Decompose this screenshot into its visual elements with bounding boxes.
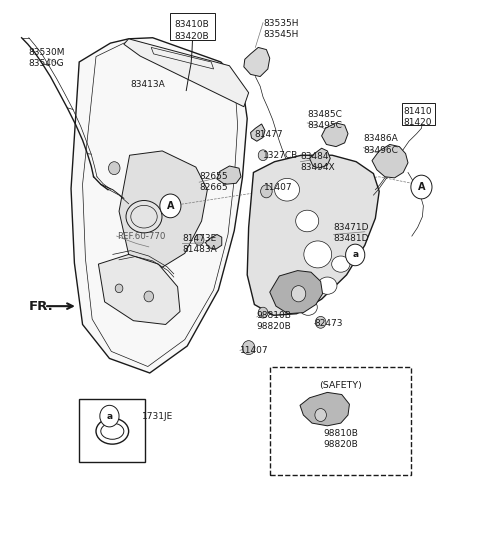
Text: REF.60-770: REF.60-770 <box>117 232 165 240</box>
Circle shape <box>100 405 119 427</box>
Text: 83484
83494X: 83484 83494X <box>300 151 335 172</box>
Text: 83530M
83540G: 83530M 83540G <box>29 48 65 68</box>
Ellipse shape <box>332 256 350 272</box>
Text: 81477: 81477 <box>254 130 283 139</box>
Bar <box>270 367 411 475</box>
Polygon shape <box>372 144 408 178</box>
Text: 82655
82665: 82655 82665 <box>199 172 228 192</box>
Text: 83485C
83495C: 83485C 83495C <box>307 109 342 130</box>
Circle shape <box>411 175 432 199</box>
Circle shape <box>194 234 204 245</box>
Text: 83410B
83420B: 83410B 83420B <box>175 20 209 40</box>
Polygon shape <box>119 151 207 275</box>
Text: a: a <box>107 412 112 420</box>
Circle shape <box>144 291 154 302</box>
Text: 81410
81420: 81410 81420 <box>403 107 432 127</box>
Text: 98810B
98820B: 98810B 98820B <box>257 310 292 331</box>
Circle shape <box>291 286 306 302</box>
Text: 83486A
83496C: 83486A 83496C <box>363 134 398 155</box>
Ellipse shape <box>101 423 124 439</box>
Text: a: a <box>352 251 358 259</box>
Polygon shape <box>310 148 330 168</box>
Text: 11407: 11407 <box>264 183 293 192</box>
Ellipse shape <box>299 299 317 315</box>
Circle shape <box>315 409 326 421</box>
Polygon shape <box>244 47 270 77</box>
Text: 1731JE: 1731JE <box>142 412 173 420</box>
Polygon shape <box>247 155 379 315</box>
Text: 81473E
81483A: 81473E 81483A <box>182 233 217 254</box>
Polygon shape <box>71 38 247 373</box>
Ellipse shape <box>126 201 162 233</box>
Circle shape <box>261 185 272 198</box>
Text: 1327CB: 1327CB <box>263 151 298 160</box>
Circle shape <box>115 284 123 293</box>
Text: A: A <box>418 182 425 192</box>
Polygon shape <box>205 234 222 249</box>
Text: FR.: FR. <box>29 300 54 313</box>
Circle shape <box>315 316 326 328</box>
Text: 98810B
98820B: 98810B 98820B <box>324 429 358 450</box>
Bar <box>79 399 145 462</box>
Bar <box>170 13 215 40</box>
Text: (SAFETY): (SAFETY) <box>319 381 362 390</box>
Text: 83413A: 83413A <box>131 80 165 89</box>
Text: 82473: 82473 <box>314 319 343 328</box>
Polygon shape <box>300 392 349 426</box>
Circle shape <box>258 150 268 161</box>
Polygon shape <box>251 124 265 141</box>
Bar <box>402 103 435 125</box>
Polygon shape <box>98 254 180 324</box>
Text: 83471D
83481D: 83471D 83481D <box>334 223 369 243</box>
Circle shape <box>108 162 120 175</box>
Polygon shape <box>270 271 323 314</box>
Polygon shape <box>124 39 249 107</box>
Circle shape <box>258 307 268 318</box>
Ellipse shape <box>304 241 332 268</box>
Ellipse shape <box>275 178 300 201</box>
Circle shape <box>160 194 181 218</box>
Ellipse shape <box>96 418 129 444</box>
Text: 83535H
83545H: 83535H 83545H <box>263 19 299 39</box>
Circle shape <box>346 244 365 266</box>
Text: A: A <box>167 201 174 211</box>
Polygon shape <box>217 166 241 184</box>
Ellipse shape <box>296 210 319 232</box>
Circle shape <box>242 341 255 355</box>
Text: 11407: 11407 <box>240 346 269 355</box>
Ellipse shape <box>297 277 317 296</box>
Polygon shape <box>322 123 348 147</box>
Ellipse shape <box>318 277 337 294</box>
